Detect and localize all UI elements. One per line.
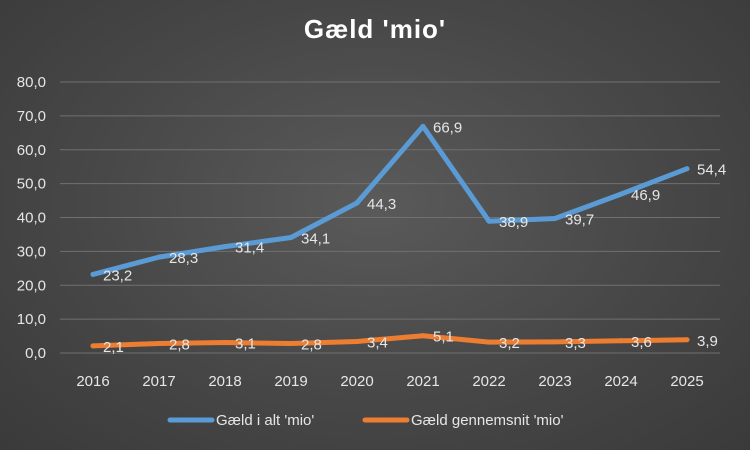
data-point [618,191,624,197]
series-line [90,123,690,277]
x-tick-label: 2024 [604,373,637,390]
y-tick-label: 20,0 [17,277,46,294]
data-label: 39,7 [565,212,594,229]
data-point [618,338,624,344]
data-point [552,216,558,222]
x-tick-label: 2023 [538,373,571,390]
data-label: 31,4 [235,240,264,257]
x-tick-label: 2022 [472,373,505,390]
data-label: 66,9 [433,119,462,136]
data-label: 3,6 [631,334,652,351]
data-point [156,254,162,260]
y-tick-label: 60,0 [17,142,46,159]
data-label: 3,9 [697,333,718,350]
data-point [684,337,690,343]
data-point [486,218,492,224]
data-label: 3,4 [367,334,388,351]
y-tick-label: 50,0 [17,176,46,193]
x-tick-label: 2020 [340,373,373,390]
x-tick-label: 2018 [208,373,241,390]
data-label: 2,8 [169,337,190,354]
data-label: 44,3 [367,196,396,213]
x-tick-label: 2019 [274,373,307,390]
y-tick-label: 70,0 [17,108,46,125]
data-point [288,341,294,347]
y-tick-label: 10,0 [17,311,46,328]
data-label: 3,1 [235,335,256,352]
data-point [354,200,360,206]
x-tick-label: 2025 [670,373,703,390]
data-label: 23,2 [103,267,132,284]
x-tick-label: 2021 [406,373,439,390]
data-label: 34,1 [301,230,330,247]
y-tick-label: 30,0 [17,243,46,260]
data-label: 54,4 [697,162,726,179]
data-label: 2,8 [301,337,322,354]
data-label: 38,9 [499,214,528,231]
data-point [156,341,162,347]
chart-title: Gæld 'mio' [303,14,447,44]
data-label: 28,3 [169,250,198,267]
data-label: 3,2 [499,335,520,352]
data-point [90,343,96,349]
data-label: 2,1 [103,339,124,356]
x-tick-label: 2016 [76,373,109,390]
data-point [684,166,690,172]
data-point [552,339,558,345]
legend-label: Gæld gennemsnit 'mio' [411,412,564,429]
x-tick-label: 2017 [142,373,175,390]
data-point [222,244,228,250]
y-tick-label: 0,0 [25,345,46,362]
data-point [420,333,426,339]
data-point [354,338,360,344]
data-label: 46,9 [631,187,660,204]
series-line [90,333,690,349]
y-tick-label: 80,0 [17,74,46,91]
data-point [288,234,294,240]
data-point [90,271,96,277]
data-point [420,123,426,129]
legend-label: Gæld i alt 'mio' [216,412,314,429]
data-label: 5,1 [433,329,454,346]
data-point [222,339,228,345]
y-tick-label: 40,0 [17,210,46,227]
data-point [486,339,492,345]
data-label: 3,3 [565,335,586,352]
